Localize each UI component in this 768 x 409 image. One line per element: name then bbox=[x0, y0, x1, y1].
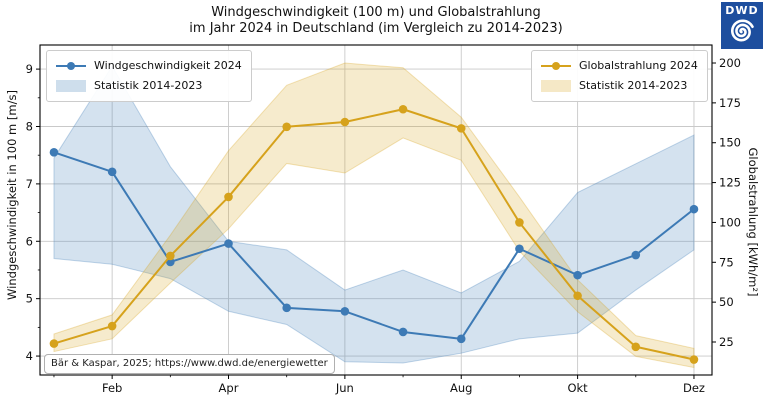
marker-right bbox=[689, 355, 699, 364]
marker-right bbox=[340, 117, 350, 127]
band-right bbox=[53, 62, 695, 369]
source-annotation: Bär & Kaspar, 2025; https://www.dwd.de/e… bbox=[44, 354, 335, 374]
y-left-axis-label: Windgeschwindigkeit in 100 m [m/s] bbox=[5, 90, 19, 300]
wind-band-patch-icon bbox=[56, 79, 86, 93]
y-left-tick-label: 8 bbox=[26, 119, 33, 133]
y-left-tick-label: 6 bbox=[26, 234, 33, 248]
marker-left bbox=[398, 327, 408, 337]
x-tick-label: Dez bbox=[683, 381, 705, 395]
y-left-tick-label: 4 bbox=[26, 349, 33, 363]
y-right-tick-label: 25 bbox=[719, 335, 734, 349]
y-right-tick-label: 100 bbox=[719, 215, 741, 229]
y-right-tick-label: 50 bbox=[719, 295, 734, 309]
x-tick-label: Okt bbox=[567, 381, 588, 395]
marker-right bbox=[398, 104, 408, 114]
legend-label: Globalstrahlung 2024 bbox=[579, 59, 698, 72]
marker-left bbox=[340, 306, 350, 316]
spiral-path bbox=[731, 19, 754, 42]
marker-right bbox=[515, 218, 524, 227]
dwd-logo: DWD bbox=[721, 2, 763, 49]
legend-radiation: Globalstrahlung 2024 Statistik 2014-2023 bbox=[531, 50, 708, 102]
x-tick-label: Apr bbox=[219, 381, 239, 395]
marker-left bbox=[49, 148, 59, 157]
marker-right bbox=[107, 321, 117, 331]
marker-left bbox=[107, 167, 117, 177]
y-right-tick-label: 200 bbox=[719, 56, 741, 70]
legend-label: Windgeschwindigkeit 2024 bbox=[94, 59, 242, 72]
y-right-tick-label: 125 bbox=[719, 176, 741, 190]
x-tick-label: Aug bbox=[450, 381, 472, 395]
legend-item-wind-2024: Windgeschwindigkeit 2024 bbox=[56, 56, 242, 76]
radiation-line-marker-icon bbox=[541, 59, 571, 73]
chart-title: Windgeschwindigkeit (100 m) und Globalst… bbox=[40, 5, 712, 37]
line-right bbox=[53, 108, 695, 361]
chart-title-line2: im Jahr 2024 in Deutschland (im Vergleic… bbox=[189, 21, 563, 36]
marker-left bbox=[573, 270, 582, 280]
legend-label: Statistik 2014-2023 bbox=[94, 79, 203, 92]
line-left bbox=[53, 151, 695, 340]
marker-left bbox=[515, 244, 524, 254]
chart-title-line1: Windgeschwindigkeit (100 m) und Globalst… bbox=[211, 5, 541, 20]
marker-right bbox=[224, 192, 233, 202]
y-left-tick-label: 7 bbox=[26, 177, 33, 191]
legend-item-wind-statistik: Statistik 2014-2023 bbox=[56, 76, 242, 96]
legend-wind: Windgeschwindigkeit 2024 Statistik 2014-… bbox=[46, 50, 252, 102]
marker-right bbox=[631, 342, 641, 352]
marker-left bbox=[689, 204, 699, 214]
dwd-logo-text: DWD bbox=[725, 4, 759, 17]
y-left-tick-label: 5 bbox=[26, 292, 33, 306]
x-tick-label: Feb bbox=[102, 381, 122, 395]
radiation-band-patch-icon bbox=[541, 79, 571, 93]
legend-item-radiation-statistik: Statistik 2014-2023 bbox=[541, 76, 698, 96]
y-right-axis-label: Globalstrahlung [kWh/m²] bbox=[746, 148, 760, 297]
axes-spines bbox=[39, 44, 713, 376]
marker-right bbox=[573, 291, 582, 301]
legend-item-radiation-2024: Globalstrahlung 2024 bbox=[541, 56, 698, 76]
marker-left bbox=[282, 303, 291, 313]
y-right-tick-label: 150 bbox=[719, 136, 741, 150]
legend-label: Statistik 2014-2023 bbox=[579, 79, 688, 92]
y-right-tick-label: 75 bbox=[719, 255, 734, 269]
y-right-tick-label: 175 bbox=[719, 96, 741, 110]
band-left bbox=[53, 65, 695, 364]
y-left-tick-label: 9 bbox=[26, 62, 33, 76]
marker-left bbox=[224, 239, 233, 248]
marker-right bbox=[49, 339, 59, 348]
marker-right bbox=[282, 122, 291, 132]
wind-line-marker-icon bbox=[56, 59, 86, 73]
marker-left bbox=[631, 250, 641, 260]
x-tick-label: Jun bbox=[335, 381, 354, 395]
spiral-icon bbox=[731, 19, 754, 42]
marker-right bbox=[166, 251, 175, 261]
marker-left bbox=[456, 334, 466, 344]
marker-right bbox=[456, 124, 466, 133]
